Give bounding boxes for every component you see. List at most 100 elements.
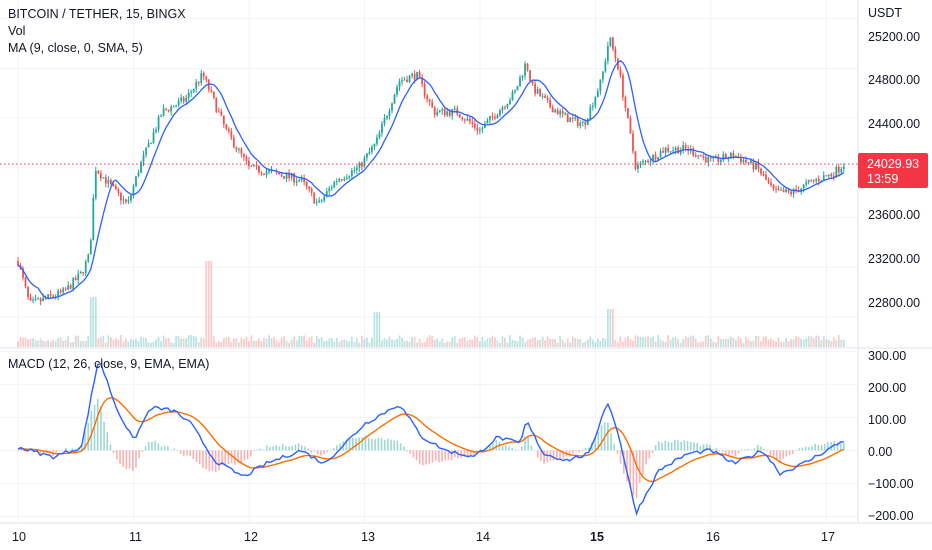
macd-histogram-bar bbox=[412, 450, 415, 458]
ma-legend[interactable]: MA (9, close, 0, SMA, 5) bbox=[8, 41, 143, 55]
volume-bar bbox=[682, 338, 685, 347]
candle-body bbox=[403, 79, 406, 81]
volume-bar bbox=[576, 338, 579, 347]
candle-body bbox=[594, 97, 597, 107]
volume-bar bbox=[230, 342, 233, 347]
volume-bar bbox=[581, 342, 584, 347]
volume-bar bbox=[624, 337, 627, 347]
macd-histogram-bar bbox=[492, 443, 494, 451]
candle-body bbox=[270, 170, 273, 172]
volume-bar bbox=[619, 336, 622, 347]
candle-body bbox=[280, 174, 283, 177]
volume-bar bbox=[217, 341, 220, 347]
candle-body bbox=[762, 173, 765, 175]
volume-bar bbox=[732, 337, 735, 347]
candle-body bbox=[609, 37, 612, 46]
volume-bar bbox=[727, 338, 730, 347]
volume-bar bbox=[328, 338, 331, 347]
candle-body bbox=[606, 45, 609, 61]
volume-bar bbox=[438, 341, 441, 347]
candle-body bbox=[722, 154, 725, 161]
candle-body bbox=[355, 167, 358, 171]
macd-histogram-bar bbox=[817, 444, 820, 451]
volume-bar bbox=[300, 336, 303, 347]
candle-body bbox=[293, 173, 296, 183]
candle-body bbox=[147, 143, 150, 148]
volume-bar bbox=[147, 341, 150, 347]
macd-histogram-bar bbox=[262, 449, 265, 451]
candle-body bbox=[516, 86, 519, 91]
candle-body bbox=[802, 184, 805, 189]
volume-bar bbox=[599, 341, 602, 347]
volume-bar bbox=[689, 336, 692, 347]
candle-body bbox=[534, 83, 536, 94]
candle-body bbox=[368, 151, 371, 154]
volume-bar bbox=[647, 336, 649, 347]
macd-histogram-bar bbox=[798, 448, 800, 451]
volume-bar bbox=[411, 336, 413, 347]
macd-histogram-bar bbox=[693, 442, 695, 451]
candle-body bbox=[657, 157, 659, 160]
volume-bar bbox=[333, 342, 336, 347]
macd-histogram-bar bbox=[326, 450, 329, 453]
macd-histogram-bar bbox=[820, 445, 823, 451]
macd-histogram-bar bbox=[96, 398, 99, 451]
candle-body bbox=[792, 188, 795, 195]
volume-bar bbox=[772, 339, 775, 347]
macd-histogram-bar bbox=[508, 446, 510, 451]
candle-body bbox=[107, 179, 110, 184]
candle-body bbox=[544, 95, 547, 99]
volume-bar bbox=[82, 341, 85, 347]
macd-histogram-bar bbox=[804, 446, 807, 451]
volume-bar bbox=[243, 338, 245, 347]
macd-histogram-bar bbox=[760, 446, 762, 451]
candle-body bbox=[212, 91, 215, 98]
candle-body bbox=[388, 110, 391, 117]
candle-body bbox=[644, 160, 647, 162]
macd-tick: 0.00 bbox=[868, 445, 892, 459]
candle-body bbox=[506, 104, 509, 108]
macd-histogram-bar bbox=[674, 439, 676, 451]
volume-bar bbox=[546, 336, 549, 347]
candle-body bbox=[258, 165, 260, 173]
volume-bar bbox=[325, 340, 328, 347]
volume-legend[interactable]: Vol bbox=[8, 24, 25, 38]
price-tick: 22800.00 bbox=[868, 296, 920, 310]
macd-histogram-bar bbox=[645, 450, 647, 465]
time-tick: 10 bbox=[12, 530, 26, 544]
volume-bar bbox=[717, 336, 720, 347]
macd-histogram-bar bbox=[460, 450, 463, 458]
macd-histogram-bar bbox=[361, 437, 364, 451]
candle-body bbox=[22, 268, 24, 278]
volume-bar bbox=[837, 335, 840, 347]
macd-histogram-bar bbox=[119, 450, 121, 464]
macd-histogram-bar bbox=[106, 432, 109, 451]
macd-legend[interactable]: MACD (12, 26, close, 9, EMA, EMA) bbox=[8, 357, 209, 371]
volume-bar bbox=[197, 342, 200, 347]
volume-bar bbox=[443, 342, 446, 347]
volume-bar bbox=[140, 336, 142, 347]
candle-body bbox=[32, 299, 34, 301]
symbol-legend[interactable]: BITCOIN / TETHER, 15, BINGX bbox=[8, 7, 186, 21]
volume-bar bbox=[606, 309, 609, 347]
macd-histogram-bar bbox=[253, 450, 255, 452]
volume-bar bbox=[722, 339, 725, 347]
candle-body bbox=[313, 192, 316, 204]
volume-bar bbox=[335, 337, 338, 347]
candle-body bbox=[155, 129, 157, 133]
candle-body bbox=[406, 79, 408, 83]
candle-body bbox=[197, 82, 200, 84]
macd-histogram-bar bbox=[135, 450, 137, 468]
volume-bar bbox=[712, 341, 715, 347]
candle-body bbox=[634, 151, 637, 169]
candle-body bbox=[120, 192, 122, 201]
volume-bar bbox=[551, 338, 554, 347]
macd-histogram-bar bbox=[696, 443, 698, 451]
macd-histogram-bar bbox=[495, 440, 498, 451]
candle-body bbox=[393, 94, 396, 104]
volume-bar bbox=[601, 338, 604, 347]
time-tick: 13 bbox=[361, 530, 375, 544]
volume-bar bbox=[29, 338, 32, 347]
macd-histogram-bar bbox=[753, 448, 756, 451]
